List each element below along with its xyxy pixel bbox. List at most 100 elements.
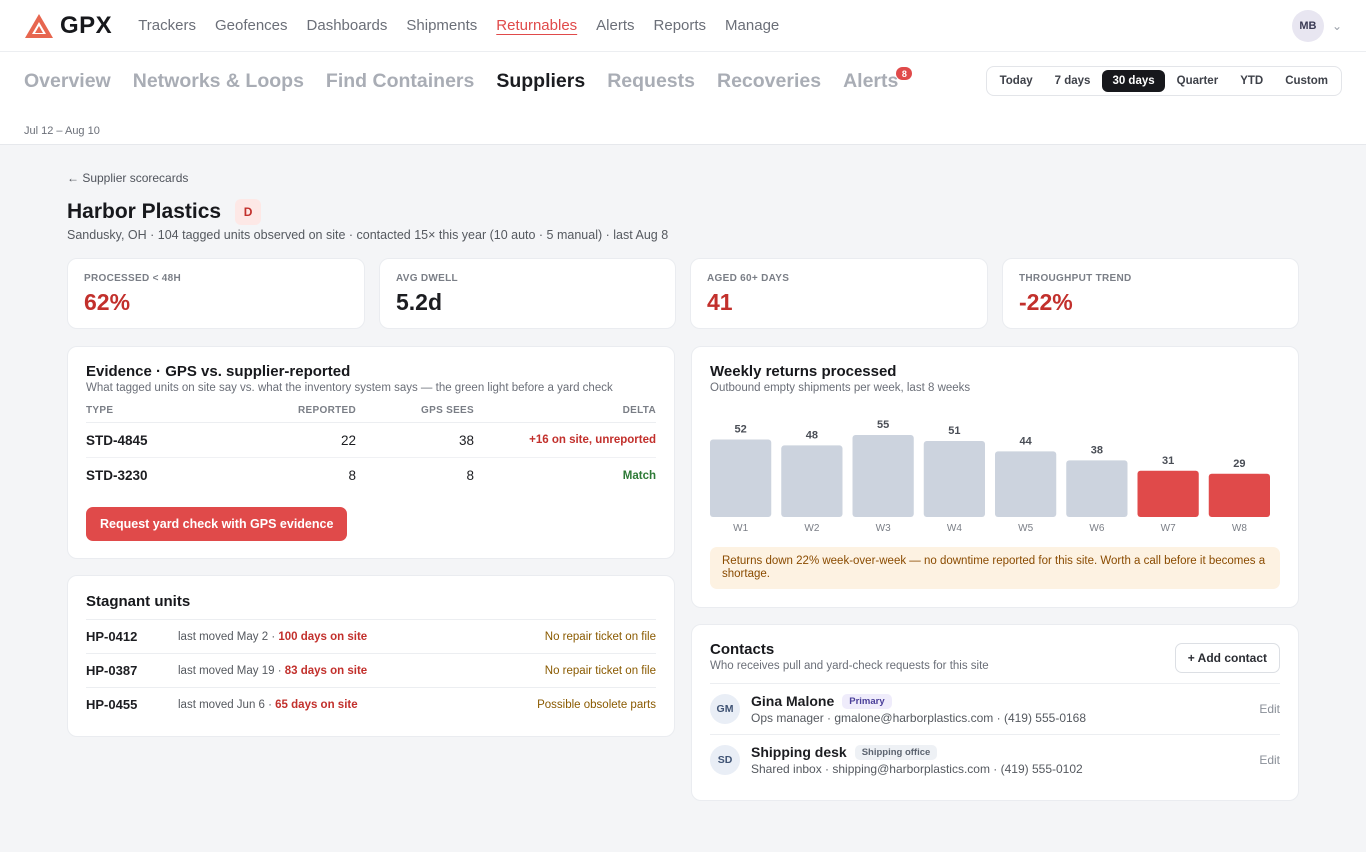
col-reported: REPORTED	[298, 405, 356, 416]
list-item[interactable]: HP-0412 last moved May 2 · 100 days on s…	[86, 619, 656, 653]
kpi-value: 62%	[84, 289, 131, 315]
kpi-label: PROCESSED < 48H	[84, 273, 182, 284]
bar-w5	[995, 451, 1057, 517]
tab-suppliers[interactable]: Suppliers	[496, 70, 586, 92]
col-type: TYPE	[86, 405, 114, 416]
grade-badge: D	[235, 199, 262, 225]
bar-w6	[1066, 460, 1128, 517]
contact-row: SD Shipping desk Shipping office Shared i…	[710, 734, 1280, 785]
x-tick-label: W8	[1232, 523, 1247, 534]
tab-networks-loops[interactable]: Networks & Loops	[132, 70, 304, 92]
contact-row: GM Gina Malone Primary Ops manager · gmal…	[710, 683, 1280, 734]
unit-flag: Possible obsolete parts	[537, 698, 656, 711]
kpi-card-processed: PROCESSED < 48H 62%	[67, 258, 365, 329]
alerts-count-badge: 8	[896, 67, 913, 80]
unit-id: HP-0455	[86, 697, 138, 712]
unit-moved: last moved May 2 · 100 days on site	[178, 630, 368, 643]
section-header: Overview Networks & Loops Find Containers S…	[0, 52, 1366, 145]
returns-alert-note: Returns down 22% week-over-week — no dow…	[710, 547, 1280, 589]
logo[interactable]: GPX	[24, 12, 112, 40]
evidence-subtitle: What tagged units on site say vs. what t…	[86, 382, 613, 394]
nav-item-returnables[interactable]: Returnables	[496, 17, 578, 34]
nav-item-reports[interactable]: Reports	[653, 17, 707, 34]
cell-delta: Match	[622, 469, 656, 482]
contact-tag: Shipping office	[854, 744, 938, 760]
days-on-site: 100 days on site	[278, 630, 368, 643]
back-link[interactable]: ← Supplier scorecards	[67, 171, 189, 185]
bar-value-label: 48	[806, 429, 818, 441]
nav-item-manage[interactable]: Manage	[725, 17, 780, 34]
edit-contact-button[interactable]: Edit	[1259, 753, 1280, 767]
unit-id: HP-0387	[86, 663, 138, 678]
chart-title: Weekly returns processed	[710, 363, 897, 380]
kpi-label: AGED 60+ DAYS	[707, 273, 790, 284]
tab-find-containers[interactable]: Find Containers	[325, 70, 475, 92]
nav-item-shipments[interactable]: Shipments	[406, 17, 478, 34]
nav-item-geofences[interactable]: Geofences	[214, 17, 288, 34]
cell-reported: 22	[340, 432, 356, 448]
bar-w3	[852, 435, 914, 517]
tab-requests[interactable]: Requests	[607, 70, 695, 92]
unit-moved: last moved May 19 · 83 days on site	[178, 664, 368, 677]
contact-name: Gina Malone	[751, 693, 835, 709]
cell-reported: 8	[348, 468, 356, 483]
kpi-value: -22%	[1019, 289, 1073, 315]
x-tick-label: W4	[947, 523, 962, 534]
tab-overview[interactable]: Overview	[24, 70, 111, 92]
kpi-card-aged: AGED 60+ DAYS 41	[690, 258, 988, 329]
unit-id: HP-0412	[86, 629, 138, 644]
days-on-site: 83 days on site	[284, 664, 368, 677]
tab-recoveries[interactable]: Recoveries	[716, 70, 822, 92]
period-7-days[interactable]: 7 days	[1054, 75, 1091, 87]
contacts-subtitle: Who receives pull and yard-check request…	[710, 660, 989, 672]
user-avatar[interactable]: MB	[1291, 9, 1324, 42]
contact-desc: Shared inbox · shipping@harborplastics.c…	[751, 762, 1083, 776]
period-30-days[interactable]: 30 days	[1102, 70, 1165, 92]
cell-type: STD-3230	[86, 468, 148, 483]
bar-w2	[781, 445, 843, 517]
nav-item-dashboards[interactable]: Dashboards	[306, 17, 388, 34]
chart-subtitle: Outbound empty shipments per week, last …	[710, 382, 971, 394]
nav-item-alerts[interactable]: Alerts	[596, 17, 635, 34]
section-tabs: Overview Networks & Loops Find Containers S…	[24, 67, 913, 93]
period-ytd[interactable]: YTD	[1240, 75, 1264, 87]
request-yard-check-button[interactable]: Request yard check with GPS evidence	[86, 507, 348, 541]
contact-tag: Primary	[842, 693, 892, 709]
period-custom[interactable]: Custom	[1285, 75, 1328, 87]
col-gps: GPS SEES	[421, 405, 474, 416]
cell-delta: +16 on site, unreported	[529, 434, 656, 446]
contact-name: Shipping desk	[751, 744, 847, 760]
table-header: TYPE REPORTED GPS SEES DELTA	[86, 405, 656, 423]
logo-text: GPX	[60, 11, 113, 39]
x-tick-label: W1	[733, 523, 748, 534]
period-selector: Today 7 days 30 days Quarter YTD Custom	[985, 66, 1342, 96]
unit-flag: No repair ticket on file	[544, 630, 656, 643]
cell-gps: 8	[466, 468, 474, 483]
bar-w1	[710, 439, 772, 517]
evidence-table: TYPE REPORTED GPS SEES DELTA STD-4845 22…	[86, 405, 656, 493]
date-range: Jul 12 – Aug 10	[24, 125, 100, 137]
x-tick-label: W6	[1089, 523, 1104, 534]
tab-alerts[interactable]: Alerts 8	[843, 67, 913, 93]
kpi-value: 5.2d	[396, 289, 443, 315]
bar-w7	[1137, 470, 1199, 517]
bar-value-label: 52	[735, 423, 747, 435]
evidence-title: Evidence · GPS vs. supplier-reported	[86, 363, 351, 380]
bar-value-label: 44	[1020, 435, 1033, 447]
period-quarter[interactable]: Quarter	[1176, 75, 1219, 87]
nav-item-trackers[interactable]: Trackers	[138, 17, 196, 34]
weekly-returns-chart: 52 W1 48 W2 55 W3 51 W4 44 W5 38 W6 31 W7 29 W8	[710, 419, 1270, 534]
chevron-down-icon[interactable]: ⌄	[1331, 18, 1342, 33]
gpx-logo-icon	[25, 13, 53, 38]
add-contact-button[interactable]: + Add contact	[1174, 643, 1280, 673]
period-today[interactable]: Today	[999, 75, 1033, 87]
contacts-card: Contacts Who receives pull and yard-chec…	[691, 624, 1299, 801]
list-item[interactable]: HP-0455 last moved Jun 6 · 65 days on si…	[86, 687, 656, 721]
bar-w8	[1208, 473, 1270, 517]
top-bar: GPX Trackers Geofences Dashboards Shipments…	[0, 0, 1366, 52]
bar-value-label: 29	[1233, 458, 1245, 470]
supplier-name: Harbor Plastics	[67, 200, 222, 223]
edit-contact-button[interactable]: Edit	[1259, 702, 1280, 716]
list-item[interactable]: HP-0387 last moved May 19 · 83 days on s…	[86, 653, 656, 687]
contact-desc: Ops manager · gmalone@harborplastics.com…	[751, 711, 1087, 725]
